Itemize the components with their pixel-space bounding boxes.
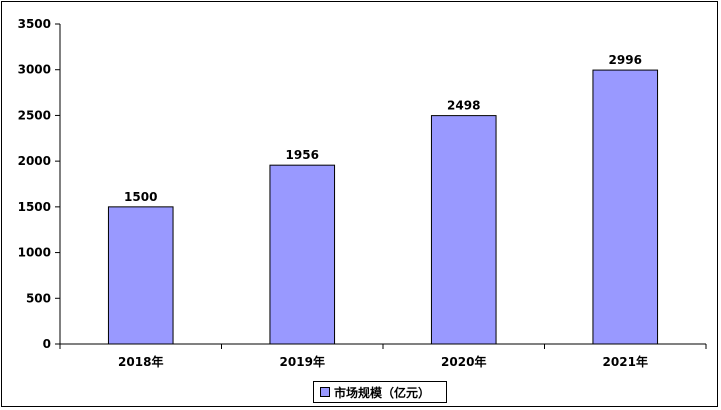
y-tick-label: 1000	[18, 246, 51, 260]
x-tick-label: 2019年	[280, 354, 325, 369]
data-labels: 1500 1956 2498 2996	[124, 53, 642, 204]
x-tick-label: 2018年	[118, 354, 163, 369]
data-label: 2996	[609, 53, 642, 67]
x-tick-label: 2021年	[603, 354, 648, 369]
legend: 市场规模（亿元）	[313, 381, 447, 403]
y-tick-label: 2500	[18, 108, 51, 122]
y-tick-label: 3000	[18, 63, 51, 77]
y-tick-label: 3500	[18, 17, 51, 31]
bars	[107, 69, 659, 345]
y-tick-label: 0	[43, 337, 51, 351]
bar-2018年	[107, 206, 174, 345]
data-label: 1500	[124, 190, 157, 204]
legend-swatch	[320, 387, 330, 397]
y-tick-label: 1500	[18, 200, 51, 214]
y-tick-label: 500	[26, 291, 51, 305]
data-label: 1956	[286, 148, 319, 162]
bar-2019年	[269, 164, 336, 345]
y-tick-label: 2000	[18, 154, 51, 168]
x-tick-label: 2020年	[441, 354, 486, 369]
legend-label: 市场规模（亿元）	[334, 385, 431, 400]
data-label: 2498	[447, 99, 480, 113]
bar-2020年	[430, 115, 497, 345]
y-ticks: 0 500 1000 1500 2000 2500 3000 3500	[18, 17, 60, 351]
bar-2021年	[592, 69, 659, 345]
x-ticks: 2018年 2019年 2020年 2021年	[59, 344, 707, 369]
